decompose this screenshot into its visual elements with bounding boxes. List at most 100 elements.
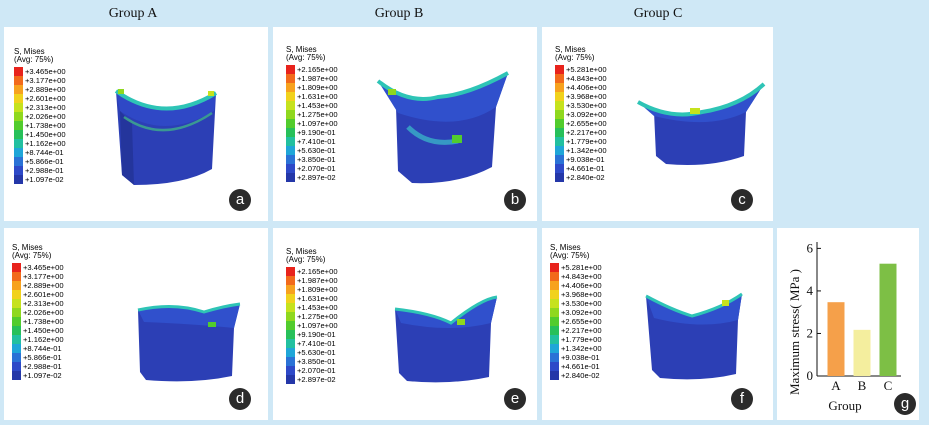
stress-legend-e: S, Mises (Avg: 75%) +2.165e+00 +1.987e+00 +1…	[286, 248, 338, 384]
legend-swatch	[550, 281, 559, 290]
legend-value: +4.843e+00	[561, 271, 602, 281]
panel-label-d: d	[229, 388, 251, 410]
legend-title: S, Mises	[286, 45, 317, 54]
legend-value: +2.988e-01	[23, 361, 62, 371]
legend-row: +2.026e+00	[14, 112, 66, 121]
legend-value: +2.840e-02	[561, 370, 600, 380]
legend-row: +1.631e+00	[286, 294, 338, 303]
legend-subtitle: (Avg: 75%)	[12, 251, 52, 260]
legend-row: +2.988e-01	[12, 362, 64, 371]
legend-value: +2.897e-02	[297, 172, 336, 182]
legend-row: +1.453e+00	[286, 101, 338, 110]
legend-value: +1.631e+00	[297, 91, 338, 101]
legend-swatch	[14, 103, 23, 112]
legend-value: +3.177e+00	[25, 75, 66, 85]
legend-value: +5.866e-01	[25, 156, 64, 166]
legend-row: +1.275e+00	[286, 110, 338, 119]
legend-swatch	[555, 128, 564, 137]
legend-swatch	[550, 272, 559, 281]
legend-value: +2.070e-01	[297, 163, 336, 173]
legend-value: +2.889e+00	[25, 84, 66, 94]
legend-subtitle: (Avg: 75%)	[555, 53, 595, 62]
legend-row: +4.843e+00	[555, 74, 607, 83]
legend-swatch	[286, 110, 295, 119]
legend-row: +3.850e-01	[286, 155, 338, 164]
legend-value: +2.070e-01	[297, 365, 336, 375]
legend-row: +5.630e-01	[286, 348, 338, 357]
legend-value: +2.217e+00	[561, 325, 602, 335]
legend-swatch	[555, 110, 564, 119]
legend-row: +7.410e-01	[286, 137, 338, 146]
legend-row: +1.453e+00	[286, 303, 338, 312]
legend-row: +1.097e+00	[286, 321, 338, 330]
legend-swatch	[12, 299, 21, 308]
dental-model-b	[376, 71, 509, 184]
legend-value: +5.866e-01	[23, 352, 62, 362]
legend-value: +9.038e-01	[561, 352, 600, 362]
legend-swatch	[286, 294, 295, 303]
legend-row: +8.744e-01	[14, 148, 66, 157]
legend-swatch	[286, 146, 295, 155]
legend-swatch	[12, 263, 21, 272]
legend-swatch	[550, 308, 559, 317]
legend-swatch	[555, 74, 564, 83]
legend-value: +9.190e-01	[297, 329, 336, 339]
legend-swatch	[286, 285, 295, 294]
legend-value: +4.843e+00	[566, 73, 607, 83]
legend-value: +7.410e-01	[297, 136, 336, 146]
legend-value: +1.450e+00	[25, 129, 66, 139]
stress-legend-a: S, Mises (Avg: 75%) +3.465e+00 +3.177e+00 +2…	[14, 48, 66, 184]
legend-row: +1.342e+00	[550, 344, 602, 353]
x-axis-label: Group	[828, 398, 861, 413]
legend-row: +1.097e-02	[14, 175, 66, 184]
legend-swatch	[14, 157, 23, 166]
legend-row: +2.840e-02	[550, 371, 602, 380]
legend-row: +1.097e+00	[286, 119, 338, 128]
legend-swatch	[286, 321, 295, 330]
legend-swatch	[286, 74, 295, 83]
legend-row: +2.313e+00	[12, 299, 64, 308]
legend-swatch	[12, 272, 21, 281]
legend-swatch	[550, 263, 559, 272]
group-b-title: Group B	[374, 6, 424, 21]
legend-row: +4.406e+00	[550, 281, 602, 290]
legend-value: +2.897e-02	[297, 374, 336, 384]
y-tick-label: 4	[807, 283, 814, 298]
legend-swatch	[550, 344, 559, 353]
legend-swatch	[555, 101, 564, 110]
legend-swatch	[12, 326, 21, 335]
legend-value: +8.744e-01	[23, 343, 62, 353]
panel-label-f: f	[731, 388, 753, 410]
legend-row: +1.275e+00	[286, 312, 338, 321]
legend-swatch	[550, 290, 559, 299]
legend-row: +1.631e+00	[286, 92, 338, 101]
legend-value: +4.661e-01	[561, 361, 600, 371]
legend-swatch	[286, 128, 295, 137]
dental-model-d	[137, 302, 241, 382]
legend-value: +4.661e-01	[566, 163, 605, 173]
legend-row: +5.281e+00	[555, 65, 607, 74]
legend-value: +1.987e+00	[297, 73, 338, 83]
legend-row: +5.281e+00	[550, 263, 602, 272]
legend-row: +4.661e-01	[555, 164, 607, 173]
panel-label-a: a	[229, 189, 251, 211]
legend-row: +9.038e-01	[555, 155, 607, 164]
legend-swatch	[286, 312, 295, 321]
legend-row: +3.465e+00	[14, 67, 66, 76]
legend-row: +2.165e+00	[286, 65, 338, 74]
legend-swatch	[12, 281, 21, 290]
legend-row: +2.165e+00	[286, 267, 338, 276]
legend-value: +1.779e+00	[561, 334, 602, 344]
panel-e: S, Mises (Avg: 75%) +2.165e+00 +1.987e+00 +1…	[273, 228, 537, 420]
legend-row: +3.850e-01	[286, 357, 338, 366]
legend-value: +2.313e+00	[25, 102, 66, 112]
y-tick-label: 2	[807, 325, 814, 340]
legend-swatch	[14, 76, 23, 85]
legend-row: +1.779e+00	[555, 137, 607, 146]
legend-row: +5.866e-01	[14, 157, 66, 166]
legend-swatch	[286, 173, 295, 182]
panel-label-c: c	[731, 189, 753, 211]
legend-row: +1.450e+00	[14, 130, 66, 139]
panel-label-e: e	[504, 388, 526, 410]
legend-swatch	[550, 353, 559, 362]
